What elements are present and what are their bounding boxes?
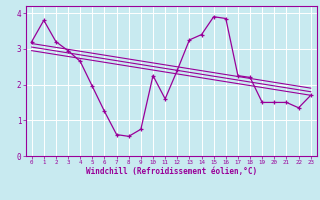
X-axis label: Windchill (Refroidissement éolien,°C): Windchill (Refroidissement éolien,°C) [86, 167, 257, 176]
